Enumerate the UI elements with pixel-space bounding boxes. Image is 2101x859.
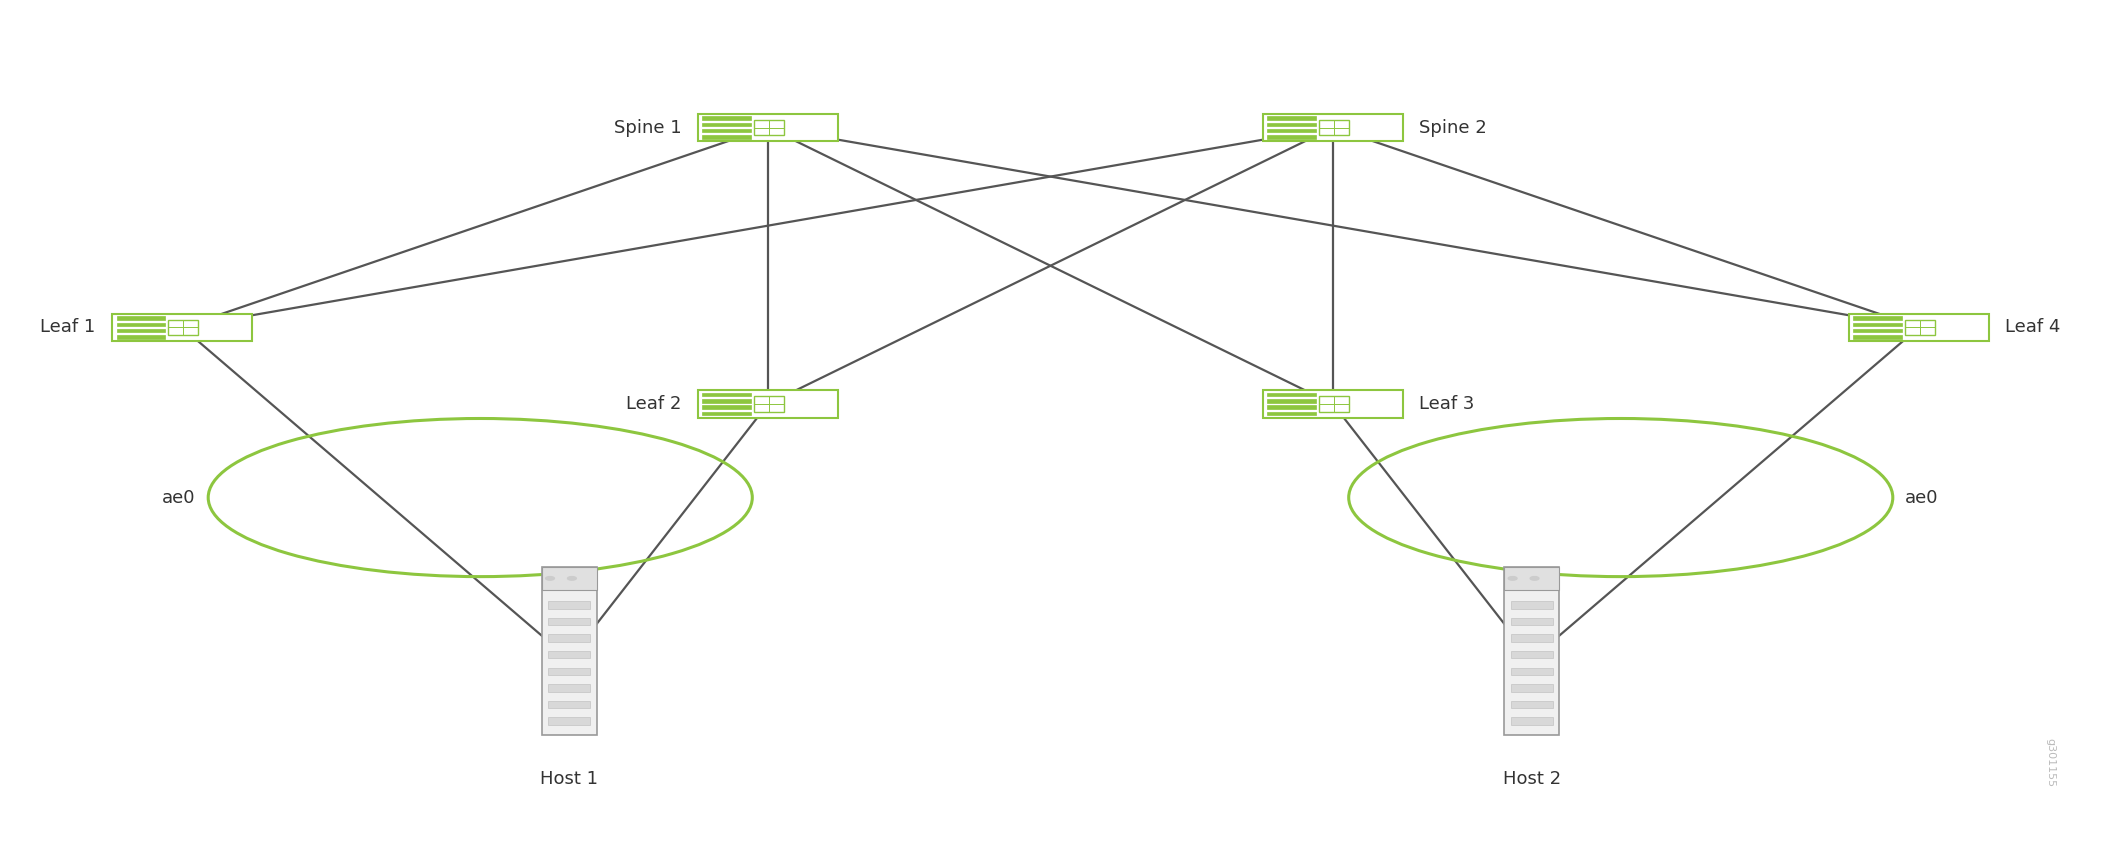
Bar [1267, 117, 1317, 120]
Bar [702, 405, 752, 409]
Bar [116, 329, 166, 332]
Bar [1267, 129, 1317, 132]
Bar [1504, 567, 1559, 590]
Bar [1511, 701, 1553, 708]
Bar [1511, 667, 1553, 675]
Bar [1906, 320, 1935, 335]
Text: Leaf 4: Leaf 4 [2006, 319, 2061, 337]
Bar [542, 567, 597, 590]
Circle shape [1509, 576, 1517, 580]
Bar [1263, 390, 1403, 417]
Bar [111, 314, 252, 341]
Bar [698, 113, 838, 142]
Text: Spine 2: Spine 2 [1420, 119, 1488, 137]
Bar [754, 396, 784, 411]
Bar [1853, 316, 1901, 320]
Bar [548, 601, 590, 608]
Text: Leaf 3: Leaf 3 [1420, 395, 1475, 413]
Bar [548, 684, 590, 691]
Circle shape [546, 576, 555, 580]
Text: Spine 1: Spine 1 [613, 119, 681, 137]
Bar [1511, 601, 1553, 608]
Bar [116, 316, 166, 320]
Text: ae0: ae0 [162, 489, 195, 507]
Bar [702, 411, 752, 415]
Bar [1267, 405, 1317, 409]
Bar [548, 634, 590, 642]
Bar [702, 129, 752, 132]
Bar [548, 717, 590, 725]
Text: Host 2: Host 2 [1502, 770, 1561, 788]
Bar [548, 701, 590, 708]
Bar [702, 393, 752, 396]
Text: Leaf 2: Leaf 2 [626, 395, 681, 413]
Circle shape [567, 576, 576, 580]
Text: g301155: g301155 [2046, 738, 2055, 787]
Bar [1319, 396, 1349, 411]
Bar [1504, 567, 1559, 735]
Bar [548, 651, 590, 658]
Bar [548, 618, 590, 625]
Bar [1267, 411, 1317, 415]
Text: Host 1: Host 1 [540, 770, 599, 788]
Bar [1511, 634, 1553, 642]
Bar [1511, 618, 1553, 625]
Bar [1511, 717, 1553, 725]
Bar [698, 390, 838, 417]
Circle shape [1530, 576, 1538, 580]
Bar [702, 117, 752, 120]
Text: ae0: ae0 [1906, 489, 1939, 507]
Bar [1267, 123, 1317, 126]
Bar [1511, 651, 1553, 658]
Bar [702, 123, 752, 126]
Bar [1853, 329, 1901, 332]
Bar [542, 567, 597, 735]
Bar [754, 120, 784, 135]
Bar [548, 667, 590, 675]
Bar [116, 335, 166, 338]
Bar [1267, 135, 1317, 138]
Bar [1267, 393, 1317, 396]
Bar [116, 323, 166, 326]
Bar [702, 399, 752, 403]
Bar [168, 320, 197, 335]
Bar [1853, 323, 1901, 326]
Text: Leaf 1: Leaf 1 [40, 319, 95, 337]
Bar [1319, 120, 1349, 135]
Bar [1267, 399, 1317, 403]
Bar [702, 135, 752, 138]
Bar [1849, 314, 1990, 341]
Bar [1853, 335, 1901, 338]
Bar [1511, 684, 1553, 691]
Bar [1263, 113, 1403, 142]
